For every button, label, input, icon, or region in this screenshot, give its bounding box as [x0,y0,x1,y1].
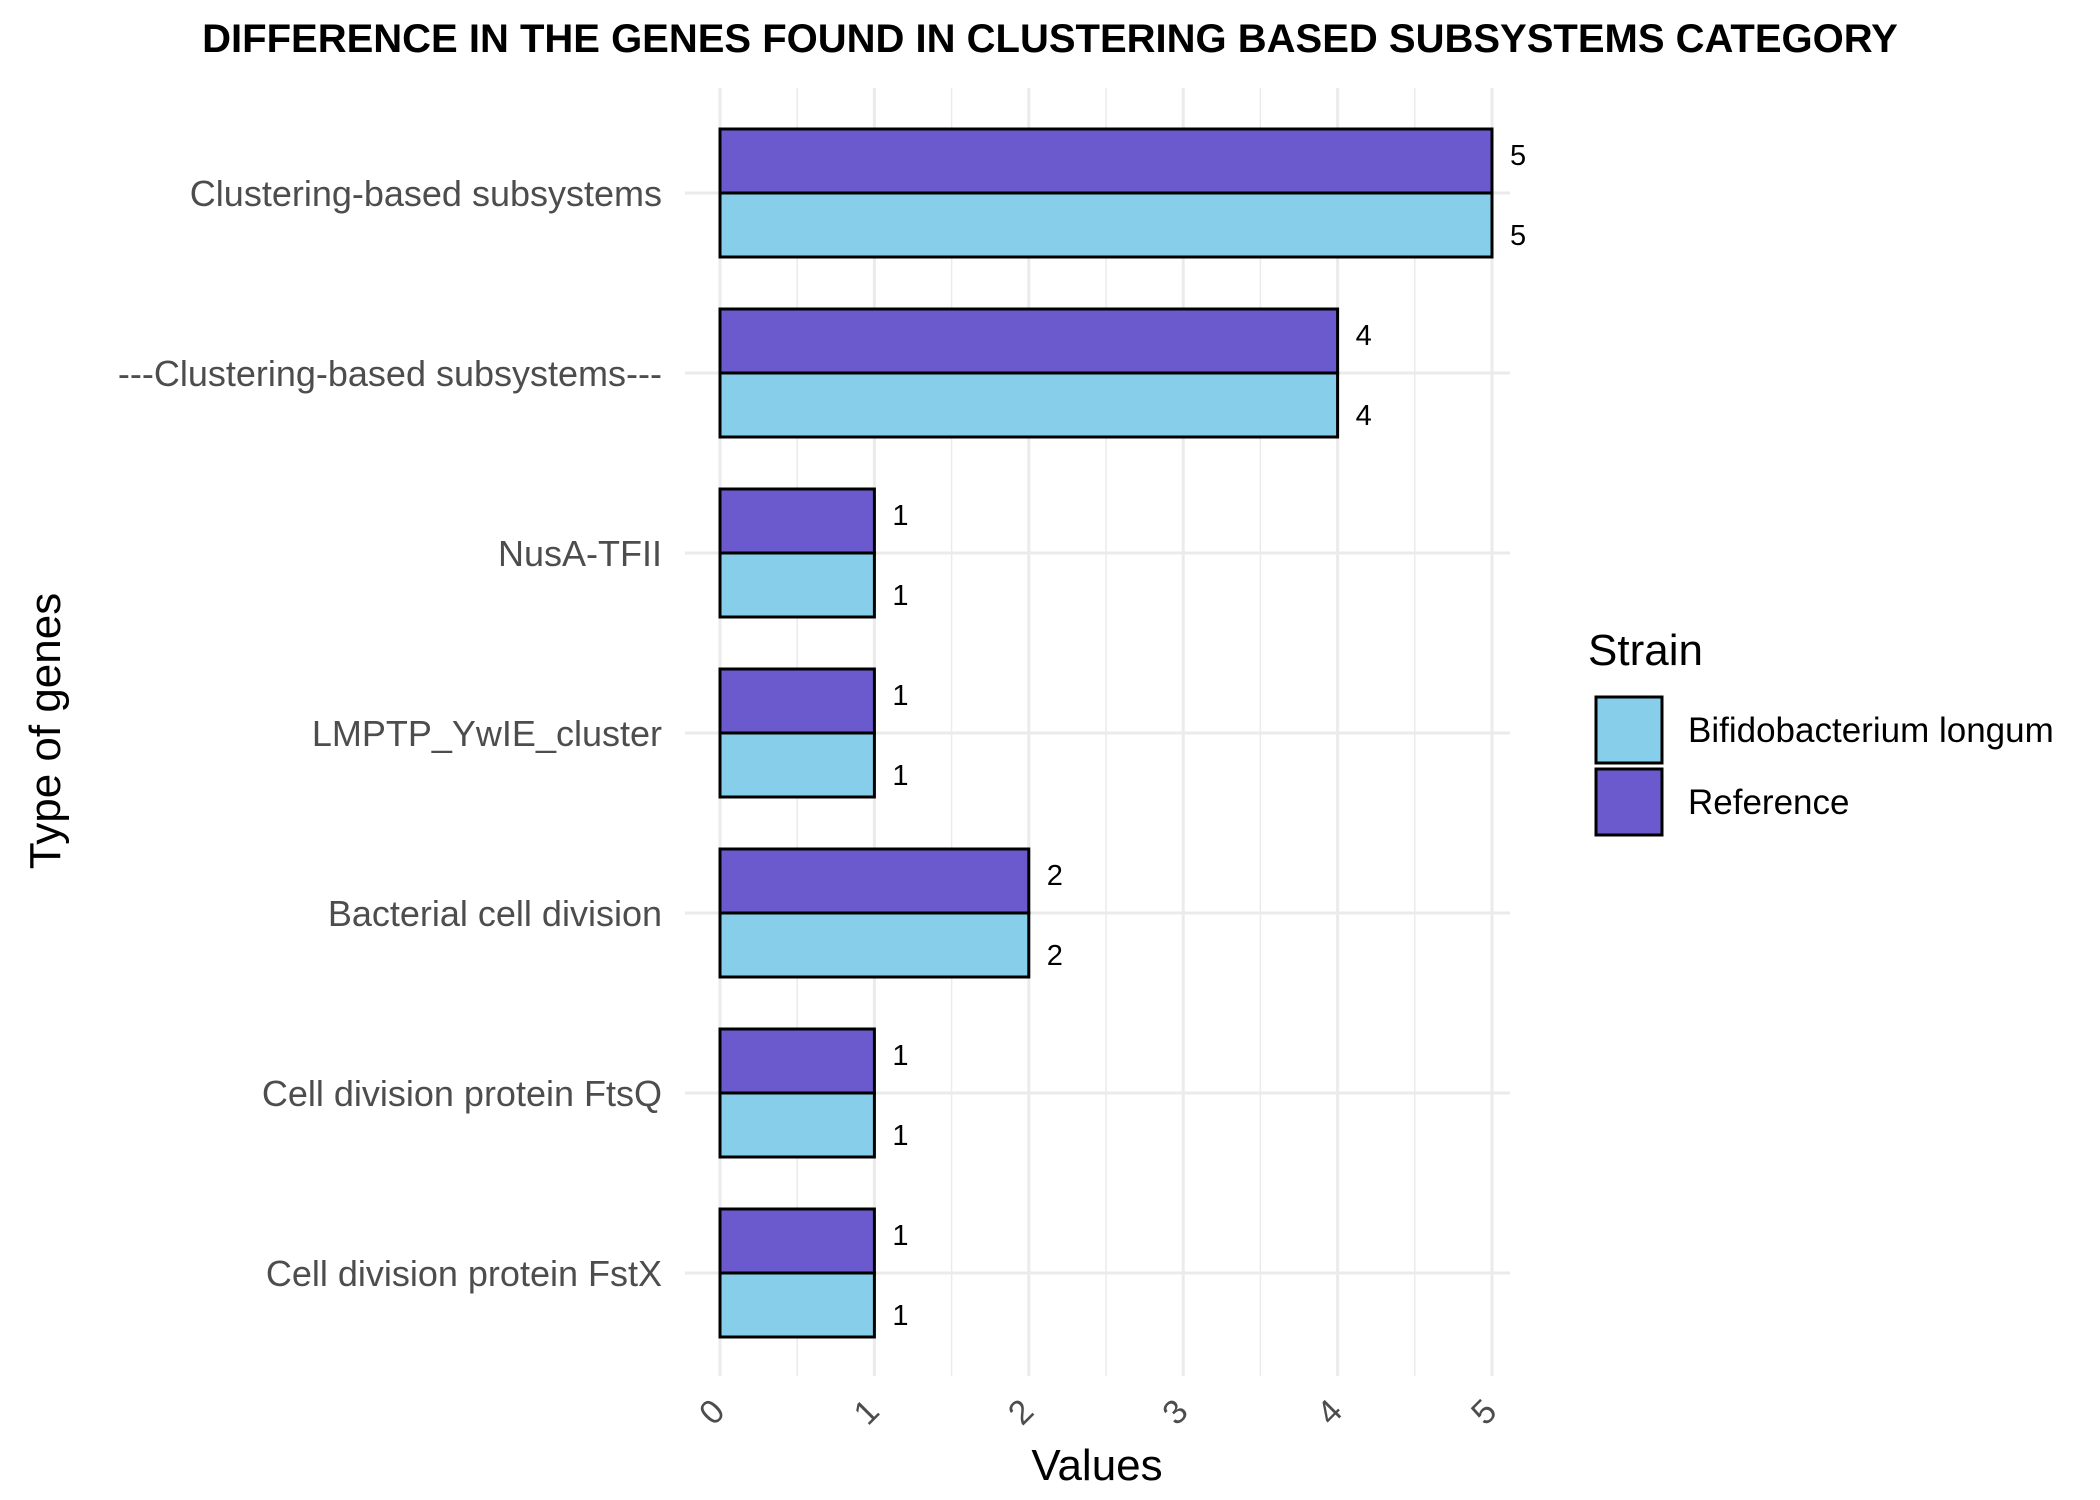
bar-bifidobacterium-longum [718,731,876,799]
legend-key-reference [1594,767,1664,837]
x-tick-label: 3 [1155,1392,1195,1432]
legend-label-bifidobacterium-longum: Bifidobacterium longum [1688,711,2054,750]
y-axis-title: Type of genes [21,593,70,869]
x-tick-label: 4 [1310,1392,1350,1432]
data-label-bifidobacterium-longum: 1 [892,1300,908,1332]
data-label-bifidobacterium-longum: 2 [1047,940,1063,972]
bar-reference [718,307,1340,375]
x-tick-label: 2 [1001,1392,1041,1432]
bar-reference [718,667,876,735]
data-label-reference: 4 [1356,320,1372,352]
bar-reference [718,1027,876,1095]
data-label-reference: 5 [1510,140,1526,172]
x-axis-title: Values [1031,1441,1162,1490]
data-label-reference: 1 [892,1220,908,1252]
bars-layer [718,127,1494,1339]
data-label-bifidobacterium-longum: 1 [892,580,908,612]
chart-title: DIFFERENCE IN THE GENES FOUND IN CLUSTER… [202,17,1898,61]
data-label-reference: 1 [892,1040,908,1072]
data-label-reference: 2 [1047,860,1063,892]
y-tick-label: ---Clustering-based subsystems--- [118,353,662,394]
bar-bifidobacterium-longum [718,191,1494,259]
bar-bifidobacterium-longum [718,911,1031,979]
legend-key-bifidobacterium-longum [1594,695,1664,765]
bar-reference [718,127,1494,195]
data-label-bifidobacterium-longum: 5 [1510,220,1526,252]
x-tick-label: 1 [846,1392,886,1432]
x-tick-label: 5 [1464,1392,1504,1432]
y-tick-label: NusA-TFII [498,533,662,574]
data-label-bifidobacterium-longum: 4 [1356,400,1372,432]
y-tick-label: Cell division protein FstX [266,1253,662,1294]
x-tick-label: 0 [692,1392,732,1432]
bar-bifidobacterium-longum [718,371,1340,439]
bar-bifidobacterium-longum [718,551,876,619]
bar-bifidobacterium-longum [718,1091,876,1159]
y-tick-label: Cell division protein FtsQ [262,1073,662,1114]
legend-label-reference: Reference [1688,783,1849,822]
y-tick-label: Bacterial cell division [328,893,662,934]
data-label-bifidobacterium-longum: 1 [892,1120,908,1152]
y-tick-label: LMPTP_YwIE_cluster [312,713,662,754]
legend-title: Strain [1588,626,1703,675]
data-label-bifidobacterium-longum: 1 [892,760,908,792]
legend: Strain Bifidobacterium longum Reference [1588,626,2054,837]
data-label-reference: 1 [892,500,908,532]
y-tick-label: Clustering-based subsystems [190,173,662,214]
bar-reference [718,847,1031,915]
labels-layer: 0 1 2 3 4 5 Clustering-based subsystems ---Clus… [118,140,1526,1432]
bar-reference [718,1207,876,1275]
bar-bifidobacterium-longum [718,1271,876,1339]
bar-reference [718,487,876,555]
data-label-reference: 1 [892,680,908,712]
